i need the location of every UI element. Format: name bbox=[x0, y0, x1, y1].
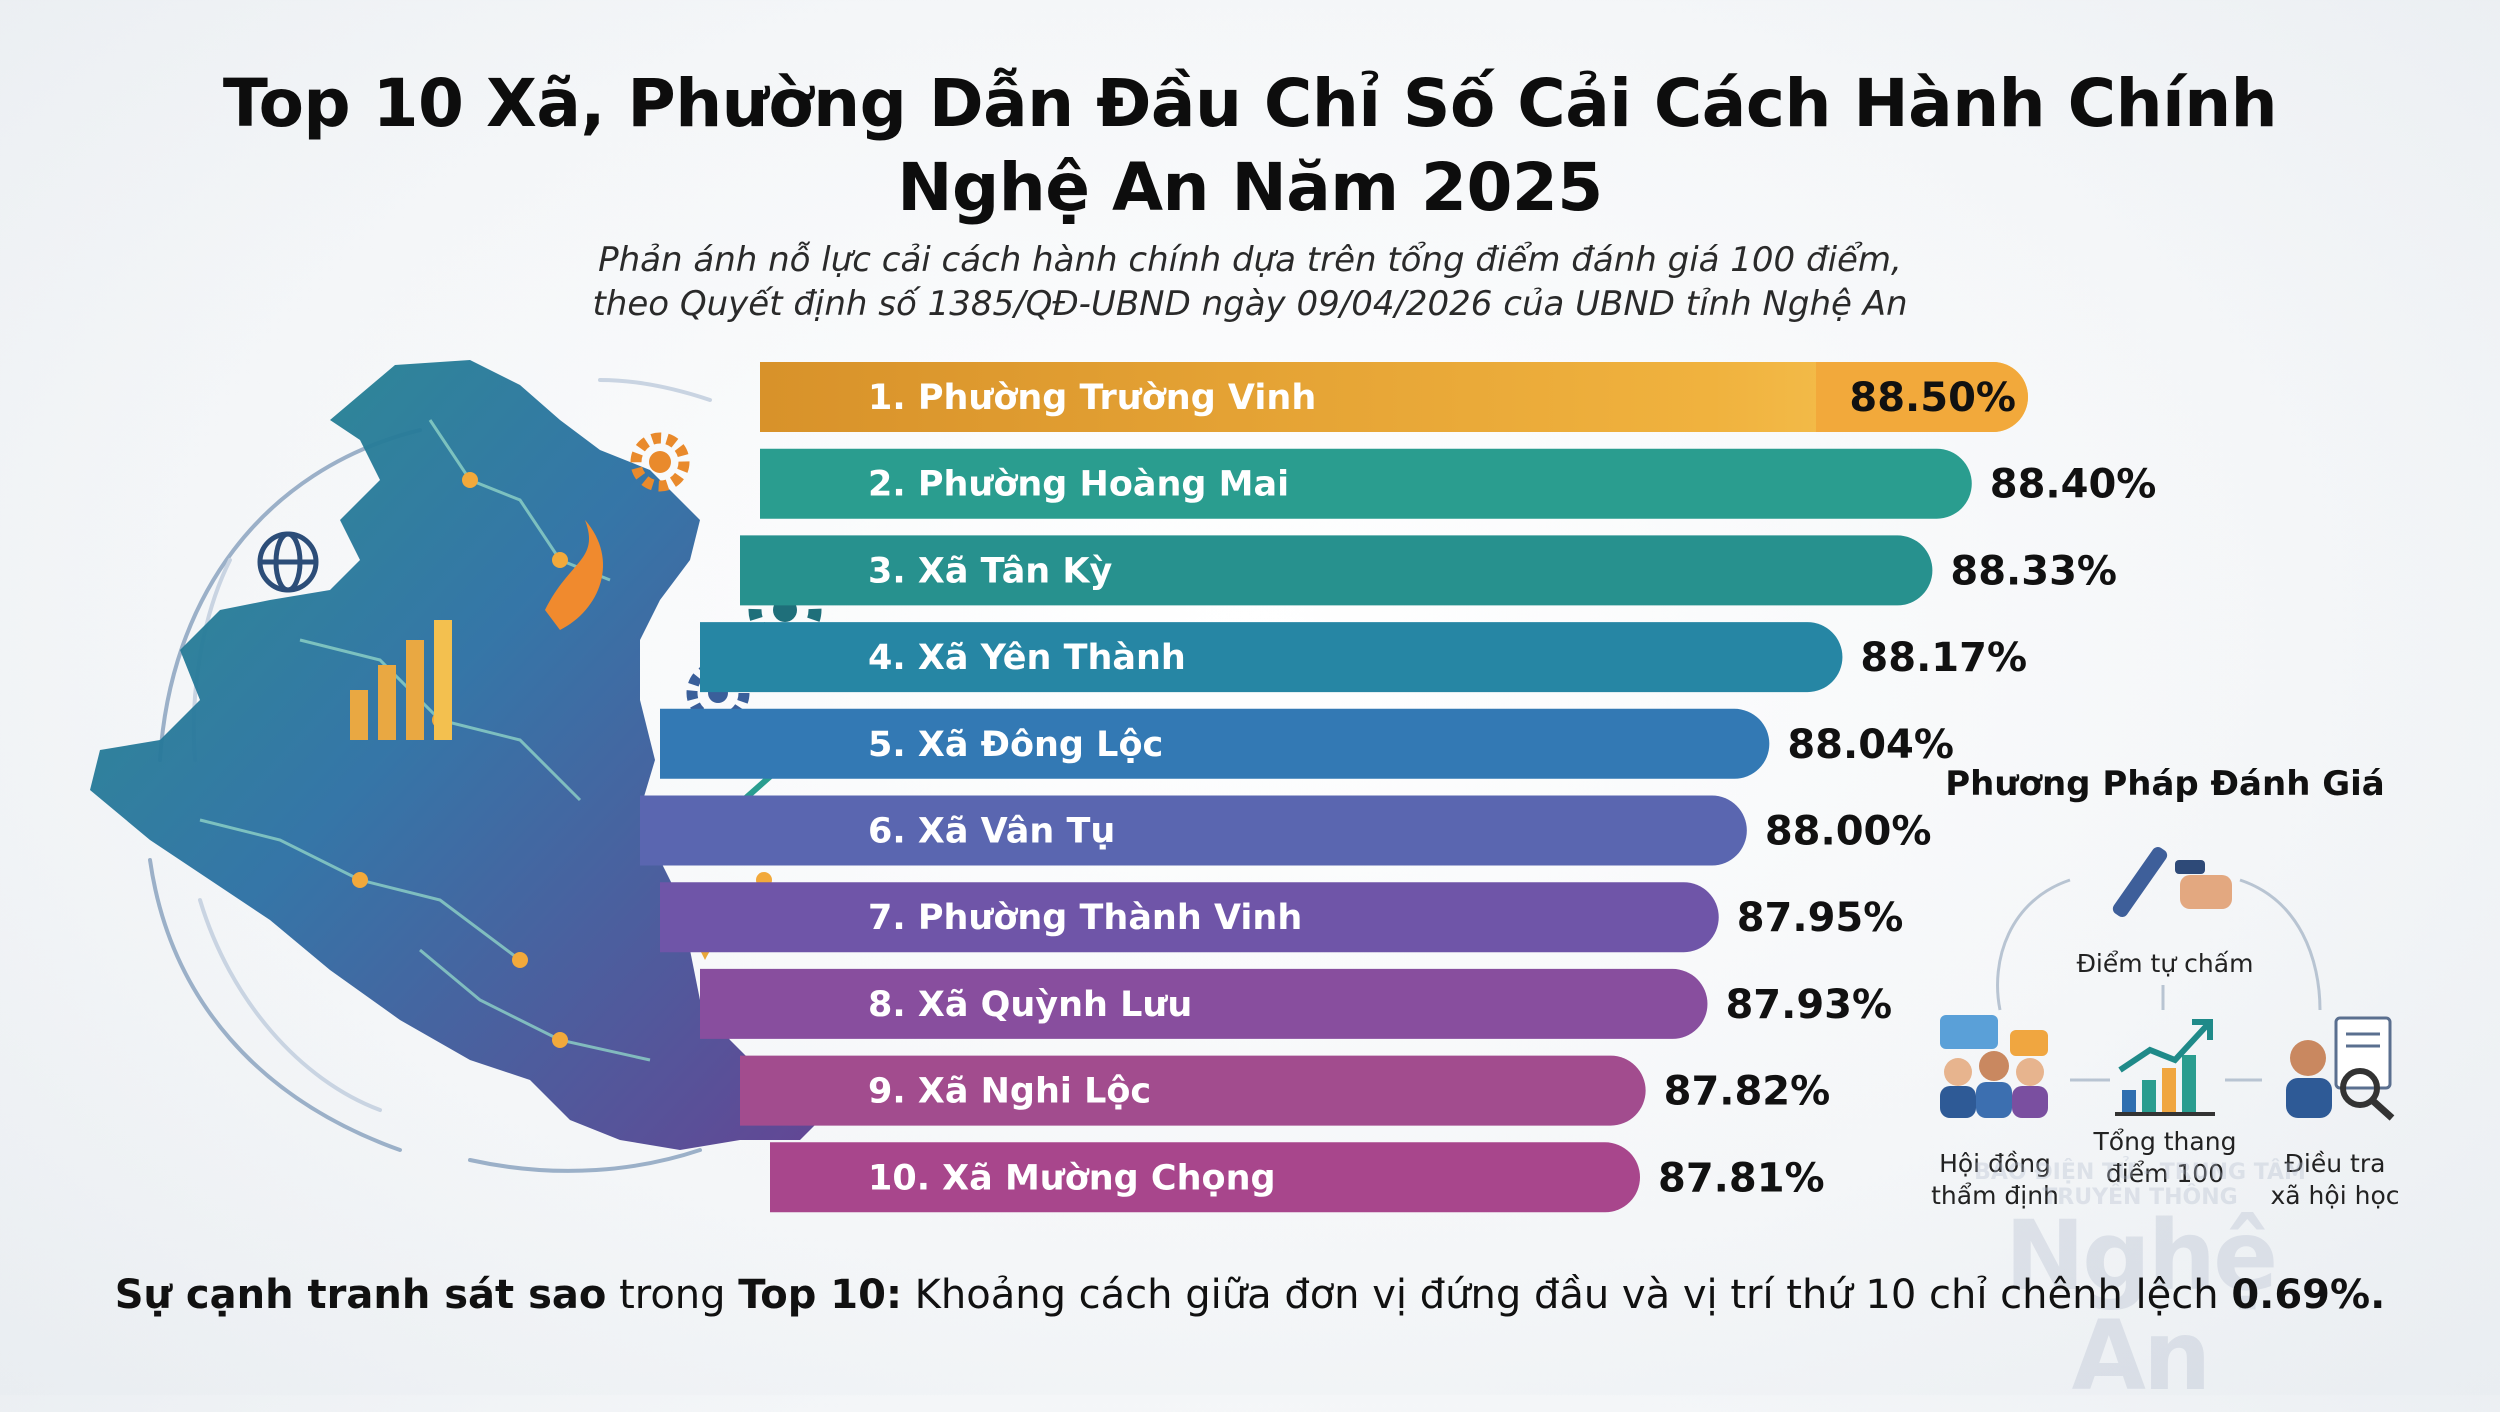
mini-bar-chart-icon bbox=[350, 620, 452, 740]
bar-3 bbox=[740, 535, 1933, 606]
title-line-2: Nghệ An Năm 2025 bbox=[897, 149, 1603, 226]
bar-8 bbox=[700, 968, 1708, 1039]
subtitle-line-2: theo Quyết định số 1385/QĐ-UBND ngày 09/… bbox=[592, 284, 1908, 324]
province-map-shape bbox=[90, 360, 820, 1150]
bar-7 bbox=[660, 882, 1719, 953]
bar-value-10: 87.81% bbox=[1658, 1155, 1825, 1201]
footer-text-2: Khoảng cách giữa đơn vị đứng đầu và vị t… bbox=[901, 1272, 2232, 1318]
method-step-3-label-line1: Tổng thang bbox=[2093, 1127, 2237, 1156]
method-step-2-label-line1: Hội đồng bbox=[1939, 1149, 2051, 1178]
method-step-1-label: Điểm tự chấm bbox=[2077, 949, 2254, 978]
bar-6 bbox=[640, 795, 1747, 866]
bar-9 bbox=[740, 1055, 1646, 1126]
bar-value-7: 87.95% bbox=[1737, 895, 1904, 941]
method-cycle-lines bbox=[1996, 878, 2322, 1082]
bar-label-1: 1. Phường Trường Vinh bbox=[868, 378, 1316, 418]
council-people-icon bbox=[1940, 1015, 2048, 1118]
bar-group: 1. Phường Trường Vinh 88.50% 2. Phường Hoà… bbox=[640, 362, 2157, 1213]
bar-label-2: 2. Phường Hoàng Mai bbox=[868, 465, 1289, 505]
method-step-2-label-line2: thẩm định bbox=[1931, 1181, 2059, 1210]
bar-10 bbox=[770, 1142, 1640, 1213]
growth-chart-icon bbox=[2115, 1019, 2215, 1116]
method-step-4-label-line1: Điều tra bbox=[2285, 1149, 2386, 1178]
bar-2 bbox=[760, 448, 1972, 519]
footer-bold-1: Sự cạnh tranh sát sao bbox=[114, 1272, 607, 1318]
title-line-1: Top 10 Xã, Phường Dẫn Đầu Chỉ Số Cải Các… bbox=[222, 65, 2278, 142]
bar-1 bbox=[760, 362, 2028, 432]
bar-value-8: 87.93% bbox=[1725, 982, 1892, 1028]
bar-label-9: 9. Xã Nghi Lộc bbox=[868, 1072, 1151, 1112]
bar-4 bbox=[700, 622, 1843, 693]
watermark-small: BÁO ĐIỆN TỬ - TRUNG TÂM TRUYỀN THÔNG bbox=[1974, 1160, 2306, 1210]
bar-label-8: 8. Xã Quỳnh Lưu bbox=[868, 985, 1192, 1025]
bar-1-value-highlight bbox=[1816, 362, 2028, 432]
watermark-logo: Nghệ An bbox=[2004, 1200, 2279, 1412]
watermark: BÁO ĐIỆN TỬ - TRUNG TÂM TRUYỀN THÔNG Ngh… bbox=[1930, 1160, 2350, 1406]
footer-bold-2: Top 10: bbox=[738, 1272, 902, 1318]
bar-label-10: 10. Xã Mường Chọng bbox=[868, 1158, 1276, 1198]
bar-value-9: 87.82% bbox=[1664, 1069, 1831, 1115]
bar-value-5: 88.04% bbox=[1787, 722, 1954, 768]
page-title: Top 10 Xã, Phường Dẫn Đầu Chỉ Số Cải Các… bbox=[0, 62, 2500, 230]
footer-text-1: trong bbox=[606, 1272, 739, 1318]
bar-value-6: 88.00% bbox=[1765, 809, 1932, 855]
method-step-4-label-line2: xã hội học bbox=[2271, 1181, 2400, 1210]
footer-note: Sự cạnh tranh sát sao trong Top 10: Khoả… bbox=[0, 1272, 2500, 1318]
gear-icon-orange bbox=[630, 432, 690, 492]
bar-value-3: 88.33% bbox=[1950, 548, 2117, 594]
footer-bold-3: 0.69%. bbox=[2231, 1272, 2386, 1318]
page-subtitle: Phản ánh nỗ lực cải cách hành chính dựa … bbox=[0, 238, 2500, 326]
bar-value-1: 88.50% bbox=[1849, 375, 2016, 421]
bar-5 bbox=[660, 708, 1770, 779]
method-step-3-label-line2: điểm 100 bbox=[2106, 1159, 2224, 1188]
bar-label-6: 6. Xã Vân Tụ bbox=[868, 812, 1115, 852]
orbit-lines bbox=[148, 378, 712, 1173]
bar-label-5: 5. Xã Đông Lộc bbox=[868, 725, 1163, 765]
investigator-magnifier-icon bbox=[2286, 1016, 2395, 1121]
pen-hand-icon bbox=[2112, 847, 2232, 917]
bar-label-3: 3. Xã Tân Kỳ bbox=[868, 551, 1113, 591]
method-panel: Phương Pháp Đánh Giá Điểm tự chấm Hội đồ… bbox=[1931, 764, 2399, 1210]
subtitle-line-1: Phản ánh nỗ lực cải cách hành chính dựa … bbox=[598, 240, 1902, 280]
bar-label-7: 7. Phường Thành Vinh bbox=[868, 898, 1302, 938]
bar-value-2: 88.40% bbox=[1990, 462, 2157, 508]
bar-value-4: 88.17% bbox=[1860, 635, 2027, 681]
globe-icon bbox=[257, 531, 319, 593]
bar-label-4: 4. Xã Yên Thành bbox=[868, 638, 1186, 678]
method-title: Phương Pháp Đánh Giá bbox=[1945, 764, 2385, 804]
